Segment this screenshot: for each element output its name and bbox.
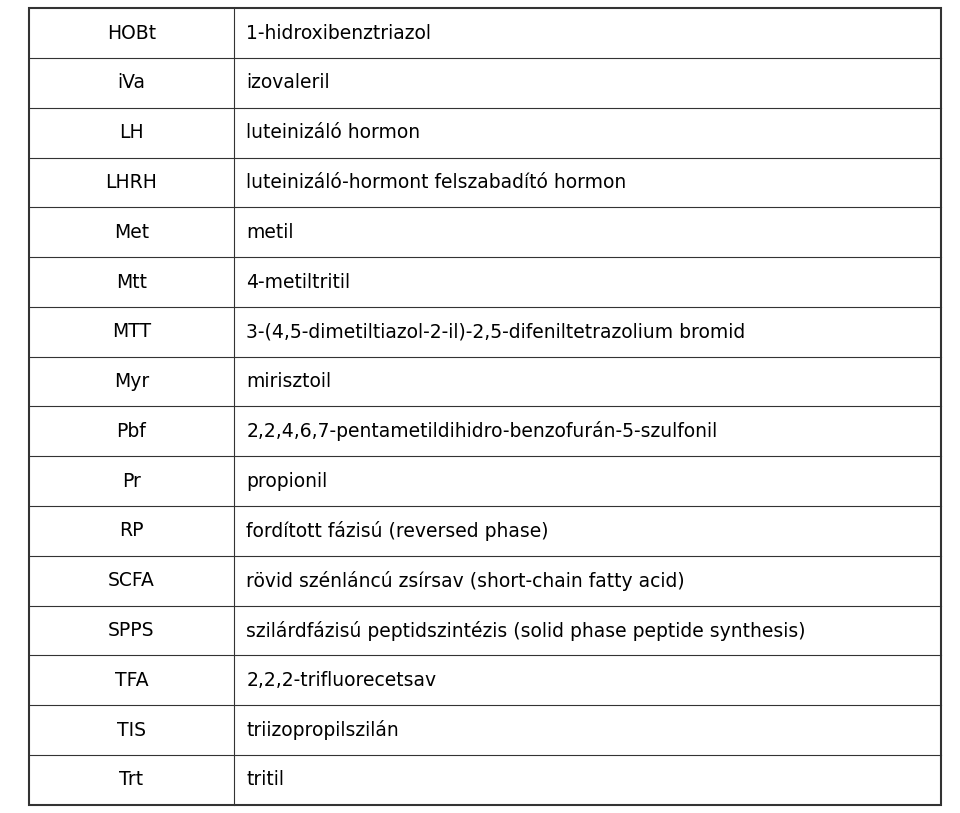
Text: izovaleril: izovaleril	[247, 73, 330, 93]
Text: Mtt: Mtt	[116, 272, 147, 292]
Text: SCFA: SCFA	[108, 572, 155, 590]
Text: 3-(4,5-dimetiltiazol-2-il)-2,5-difeniltetrazolium bromid: 3-(4,5-dimetiltiazol-2-il)-2,5-difenilte…	[247, 322, 746, 341]
Text: mirisztoil: mirisztoil	[247, 372, 331, 391]
Text: Myr: Myr	[114, 372, 149, 391]
Text: 2,2,2-trifluorecetsav: 2,2,2-trifluorecetsav	[247, 671, 437, 690]
Text: rövid szénláncú zsírsav (short-chain fatty acid): rövid szénláncú zsírsav (short-chain fat…	[247, 571, 685, 591]
Text: 1-hidroxibenztriazol: 1-hidroxibenztriazol	[247, 24, 431, 42]
Text: 2,2,4,6,7-pentametildihidro-benzofurán-5-szulfonil: 2,2,4,6,7-pentametildihidro-benzofurán-5…	[247, 421, 718, 441]
Text: triizopropilszilán: triizopropilszilán	[247, 720, 399, 740]
Text: metil: metil	[247, 223, 294, 241]
Text: MTT: MTT	[111, 322, 151, 341]
Text: Pbf: Pbf	[116, 422, 146, 441]
Text: luteinizáló hormon: luteinizáló hormon	[247, 123, 420, 142]
Text: tritil: tritil	[247, 771, 284, 789]
Text: RP: RP	[119, 521, 144, 541]
Text: fordított fázisú (reversed phase): fordított fázisú (reversed phase)	[247, 521, 549, 541]
Text: luteinizáló-hormont felszabadító hormon: luteinizáló-hormont felszabadító hormon	[247, 173, 627, 192]
Text: LHRH: LHRH	[106, 173, 157, 192]
Text: LH: LH	[119, 123, 144, 142]
Text: TFA: TFA	[114, 671, 148, 690]
Text: HOBt: HOBt	[107, 24, 156, 42]
Text: Trt: Trt	[119, 771, 143, 789]
Text: SPPS: SPPS	[108, 621, 155, 640]
Text: Met: Met	[114, 223, 149, 241]
Text: szilárdfázisú peptidszintézis (solid phase peptide synthesis): szilárdfázisú peptidszintézis (solid pha…	[247, 620, 806, 641]
Text: iVa: iVa	[117, 73, 145, 93]
Text: Pr: Pr	[122, 472, 141, 491]
Text: 4-metiltritil: 4-metiltritil	[247, 272, 350, 292]
Text: TIS: TIS	[117, 720, 146, 740]
Text: propionil: propionil	[247, 472, 327, 491]
